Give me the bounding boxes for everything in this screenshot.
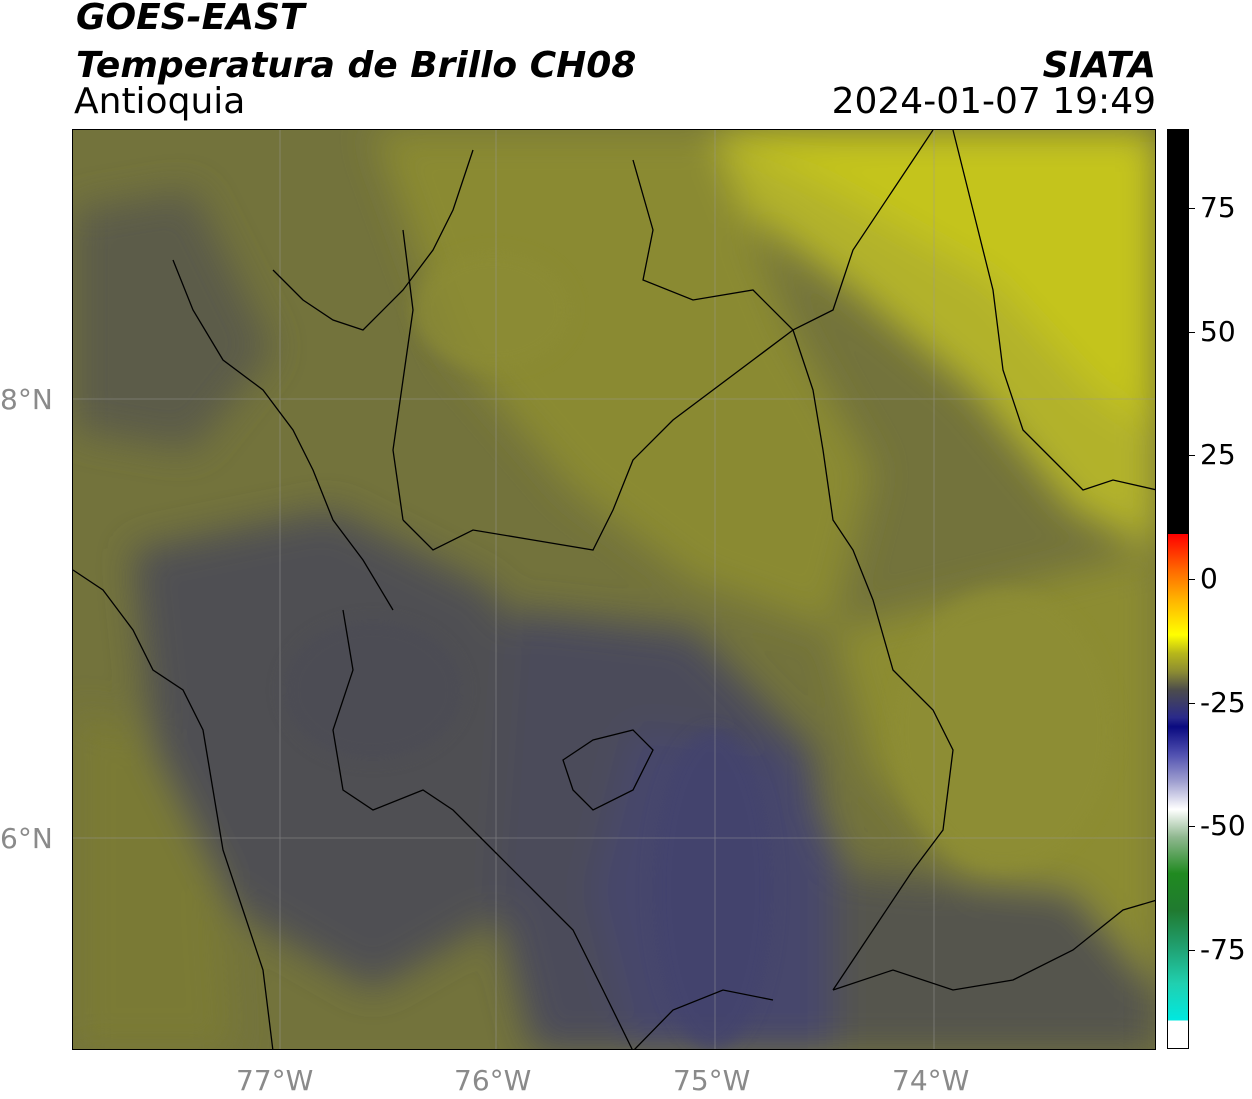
colorbar-tick-label: -75 [1200, 933, 1246, 967]
department-boundaries [73, 130, 1155, 1049]
satellite-title: GOES-EAST [76, 0, 305, 38]
coastline-west [73, 569, 274, 1049]
boundary-antioquia-north [402, 329, 794, 551]
cold-cell [283, 620, 463, 760]
y-tick-label-6n: 6°N [0, 822, 53, 855]
boundary-east-sierra [952, 130, 1155, 491]
boundary-valle-aburra [562, 729, 654, 811]
boundary-antioquia-southwest [332, 609, 633, 1049]
x-tick-label-76w: 76°W [454, 1064, 532, 1097]
colorbar [1167, 129, 1189, 1049]
colorbar-tick-label: 25 [1200, 438, 1236, 472]
colorbar-tick-label: -50 [1200, 809, 1246, 843]
cold-region-northwest [73, 190, 273, 450]
x-tick-label-74w: 74°W [892, 1064, 970, 1097]
warm-cell [893, 590, 1113, 870]
cold-region-southeast [833, 870, 1155, 1049]
colorbar-tick-label: 0 [1200, 562, 1218, 596]
cold-cell [653, 730, 773, 1049]
boundary-north-department [392, 229, 414, 521]
river-atrato [272, 149, 474, 331]
coastline-gulf [172, 259, 394, 611]
x-tick-label-75w: 75°W [673, 1064, 751, 1097]
colorbar-tick [1189, 208, 1195, 210]
colorbar-tick [1189, 950, 1195, 952]
boundary-northeast [632, 130, 934, 331]
grid-lines [73, 130, 1155, 1049]
colorbar-tick [1189, 702, 1195, 704]
datetime-label: 2024-01-07 19:49 [831, 81, 1156, 122]
agency-title: SIATA [1042, 45, 1156, 86]
product-title: Temperatura de Brillo CH08 [76, 45, 637, 86]
colorbar-tick [1189, 455, 1195, 457]
colorbar-tick-label: -25 [1200, 685, 1246, 719]
map-canvas [73, 130, 1155, 1049]
colorbar-tick-label: 75 [1200, 191, 1236, 225]
satellite-map[interactable] [72, 129, 1156, 1050]
boundary-antioquia-east [792, 329, 954, 991]
boundary-southeast [832, 899, 1155, 991]
y-tick-label-8n: 8°N [0, 383, 53, 416]
colorbar-tick [1189, 579, 1195, 581]
warm-cell [413, 250, 573, 370]
boundary-south [634, 989, 774, 1049]
colorbar-tick [1189, 331, 1195, 333]
colorbar-tick-label: 50 [1200, 314, 1236, 348]
region-subtitle: Antioquia [74, 81, 246, 122]
colorbar-tick [1189, 826, 1195, 828]
bright-region-northeast [713, 130, 1155, 429]
x-tick-label-77w: 77°W [236, 1064, 314, 1097]
